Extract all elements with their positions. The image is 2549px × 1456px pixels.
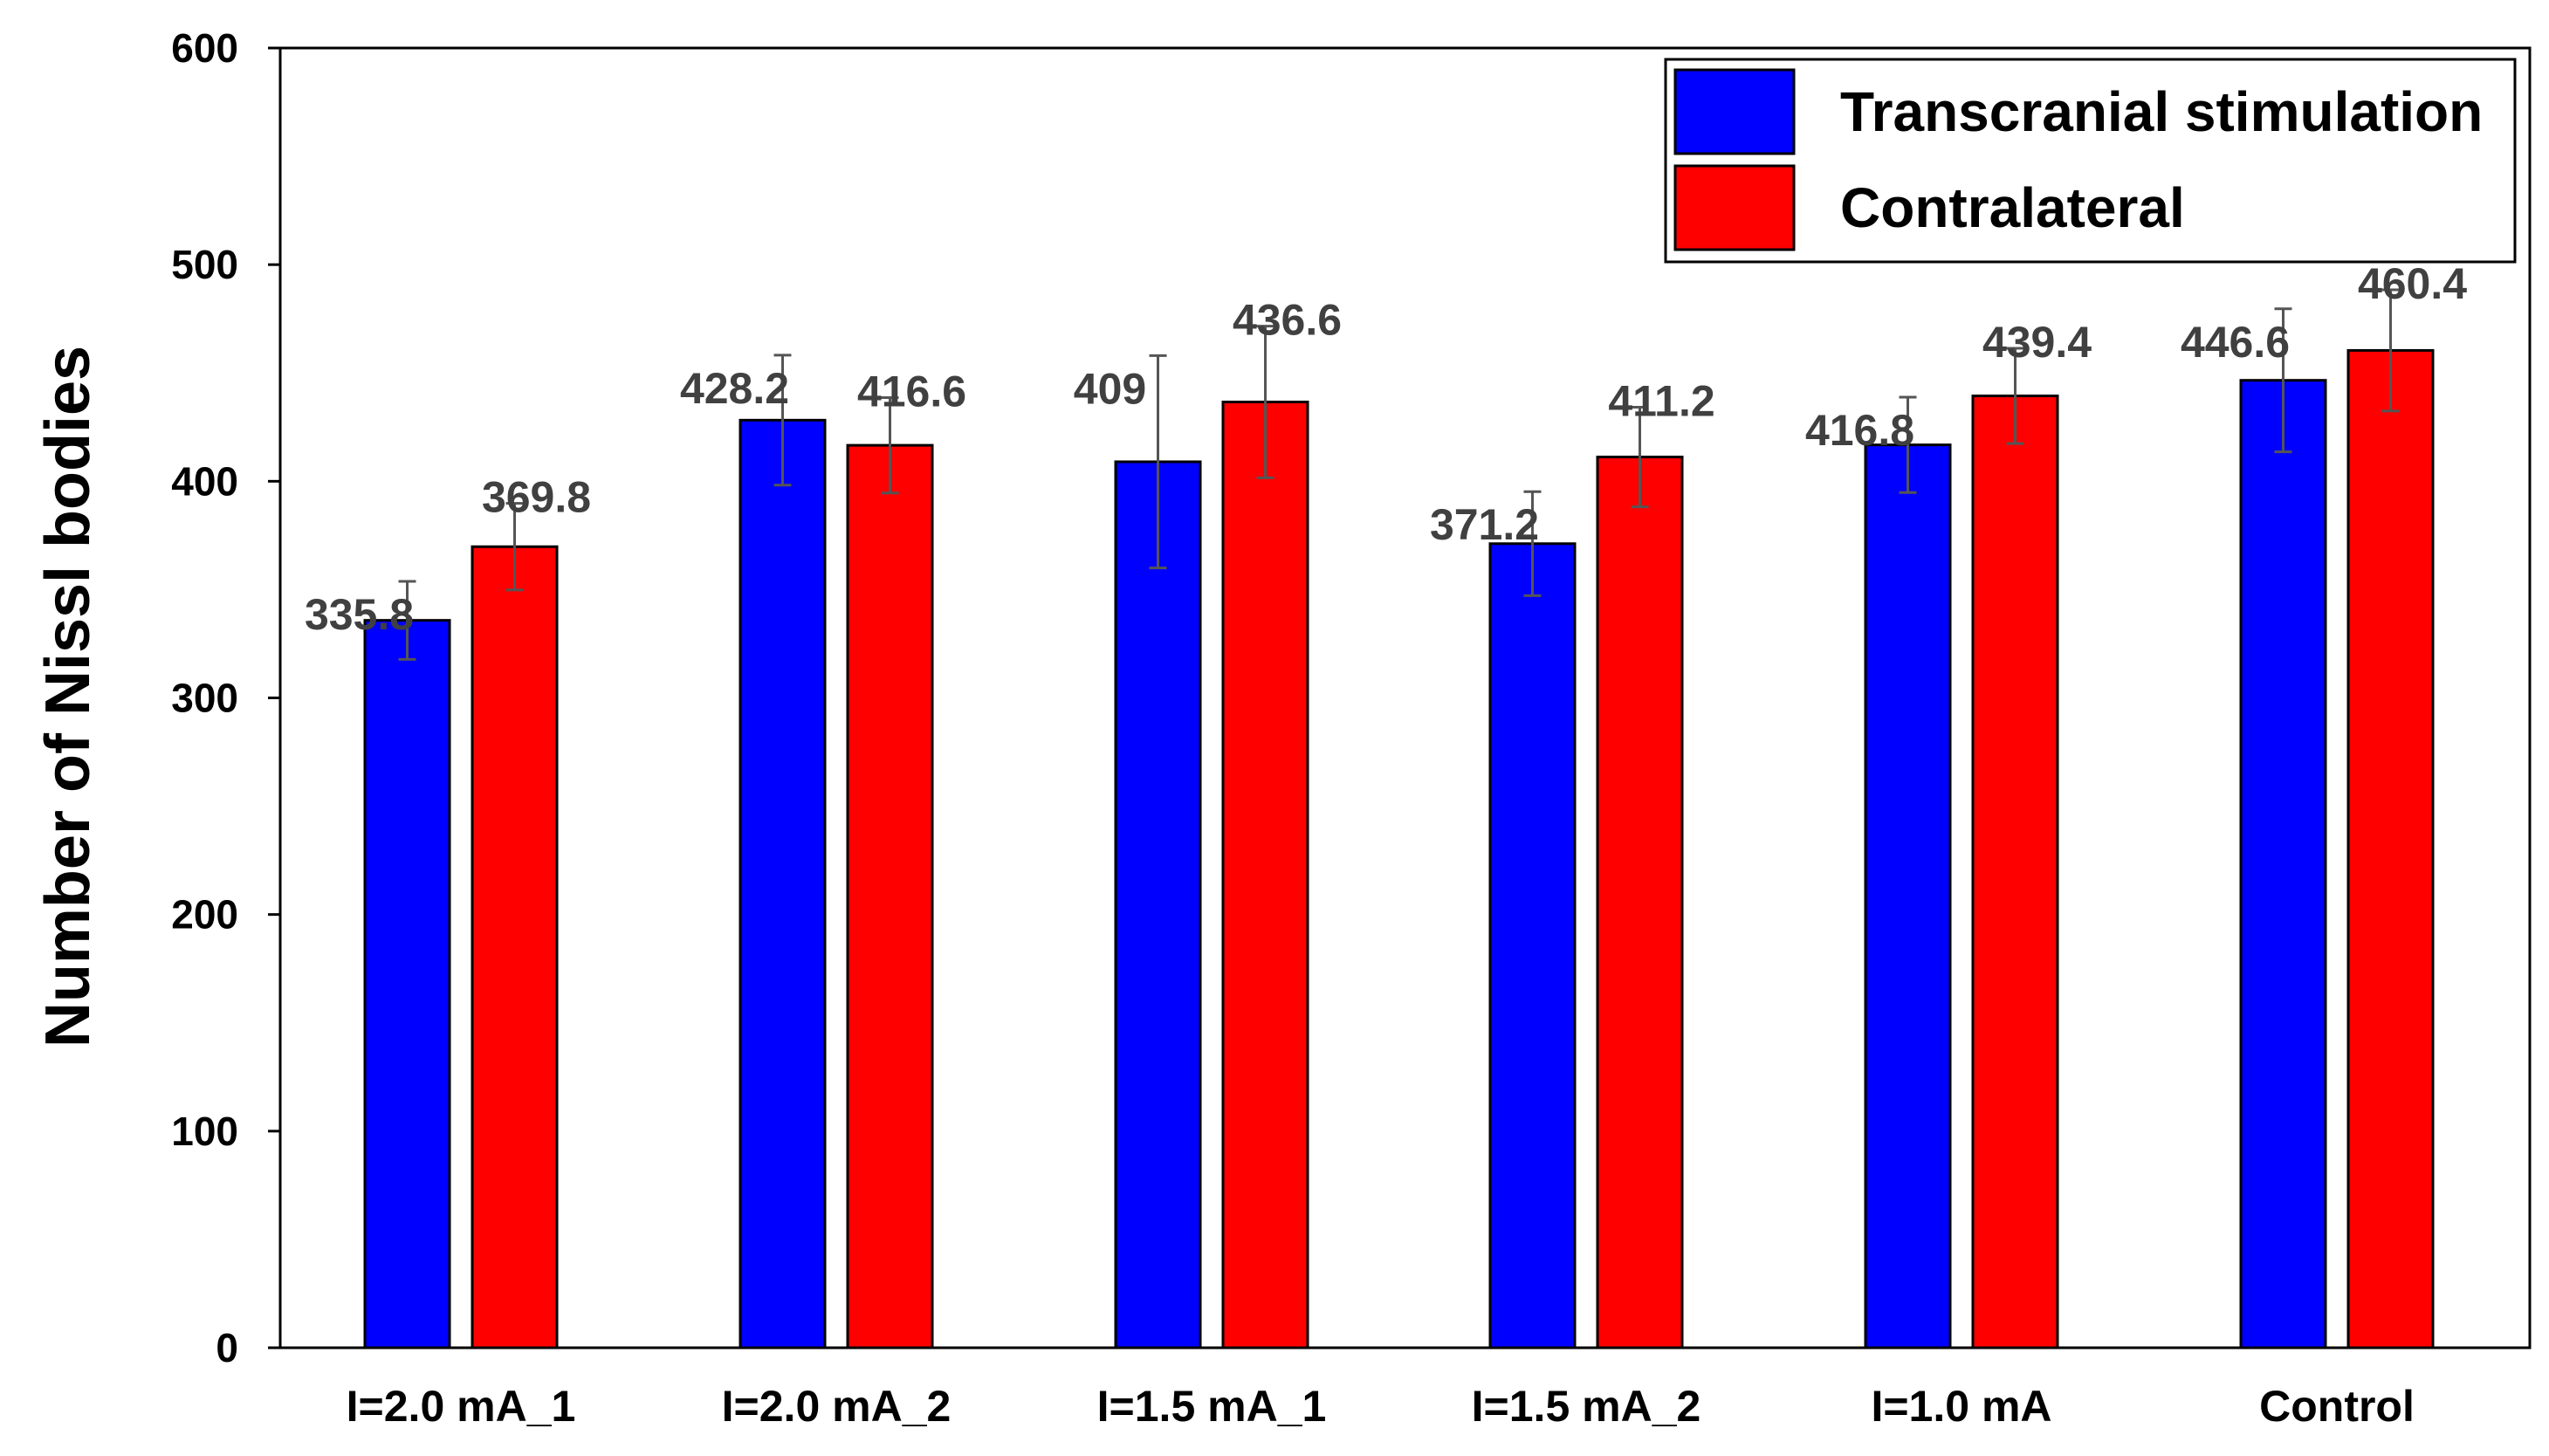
data-value-label: 411.2	[1608, 376, 1714, 425]
data-value-label: 409	[1074, 364, 1146, 413]
legend-box	[1664, 58, 2517, 264]
bar-contralateral	[846, 443, 934, 1350]
bar-transcranial	[739, 418, 827, 1350]
x-category-label: I=1.0 mA	[1871, 1382, 2051, 1431]
bar-transcranial	[2239, 379, 2327, 1350]
y-tick-label: 500	[171, 242, 238, 287]
bar-contralateral	[2346, 348, 2435, 1350]
legend-label: Transcranial stimulation	[1840, 80, 2483, 143]
y-tick-label: 400	[171, 458, 238, 504]
data-value-label: 439.4	[1982, 318, 2092, 367]
data-value-label: 335.8	[305, 590, 414, 639]
x-category-label: I=2.0 mA_2	[722, 1382, 952, 1431]
bar-transcranial	[1864, 443, 1952, 1350]
legend-swatch	[1673, 68, 1796, 155]
y-tick-label: 300	[171, 676, 238, 721]
value-labels-layer: 335.8 369.8 428.2 416.6 409 436.6 371.2 411.2 41…	[305, 259, 2467, 639]
bar-contralateral	[1971, 395, 2059, 1350]
legend-swatch	[1673, 164, 1796, 251]
bar-contralateral	[471, 545, 559, 1350]
bar-transcranial	[1114, 460, 1202, 1350]
x-category-label: I=2.0 mA_1	[347, 1382, 576, 1431]
data-value-label: 446.6	[2181, 318, 2290, 367]
x-category-label: Control	[2259, 1382, 2415, 1431]
data-value-label: 371.2	[1430, 500, 1539, 549]
data-value-label: 369.8	[482, 473, 591, 522]
data-value-label: 436.6	[1233, 296, 1342, 345]
data-value-label: 428.2	[680, 364, 789, 413]
axes-layer: 0 100 200 300 400 500 600 Number of Nissl bodie…	[33, 25, 2532, 1431]
x-category-label: I=1.5 mA_2	[1472, 1382, 1701, 1431]
error-bars-layer	[398, 288, 2400, 661]
y-axis-title: Number of Nissl bodies	[33, 346, 103, 1047]
y-tick-label: 200	[171, 892, 238, 937]
bars-layer	[363, 348, 2435, 1350]
bar-contralateral	[1221, 401, 1309, 1350]
data-value-label: 460.4	[2358, 259, 2467, 308]
legend-label: Contralateral	[1840, 176, 2185, 239]
x-category-label: I=1.5 mA_1	[1097, 1382, 1327, 1431]
bar-transcranial	[1488, 542, 1577, 1350]
y-tick-label: 600	[171, 25, 238, 71]
data-value-label: 416.6	[857, 367, 966, 416]
bar-transcranial	[363, 619, 451, 1350]
y-tick-label: 100	[171, 1109, 238, 1154]
data-value-label: 416.8	[1805, 406, 1914, 455]
y-tick-label: 0	[216, 1325, 238, 1370]
bar-contralateral	[1596, 456, 1684, 1350]
legend: Transcranial stimulation Contralateral	[1664, 58, 2517, 264]
